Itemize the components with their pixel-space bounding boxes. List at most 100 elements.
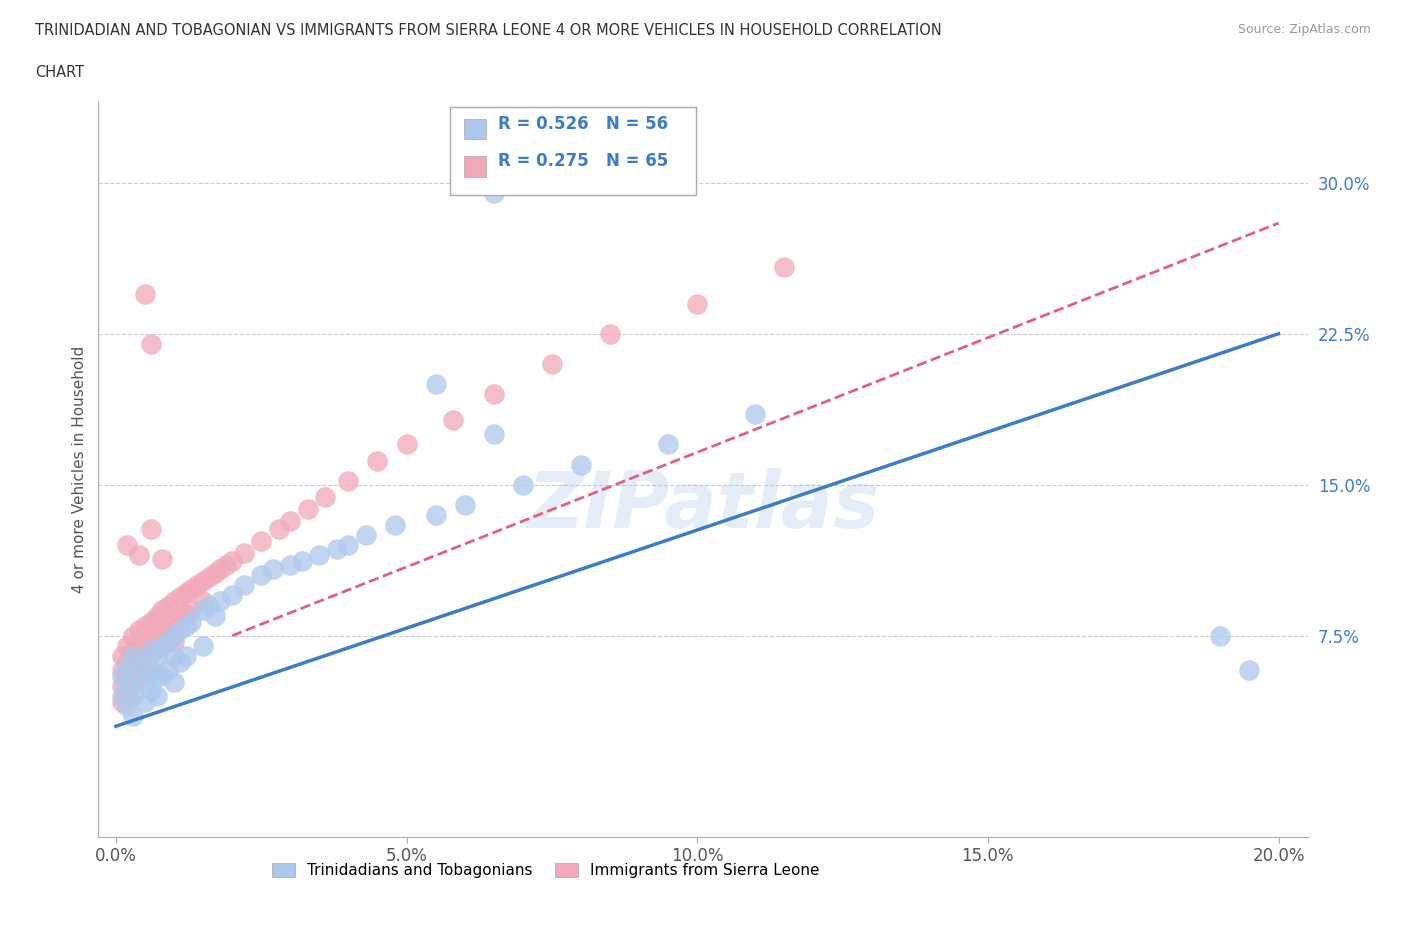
Point — [686, 296, 709, 311]
Point — [250, 534, 273, 549]
Point — [163, 634, 186, 649]
Point — [117, 671, 139, 685]
Point — [150, 638, 173, 653]
Point — [204, 565, 226, 580]
Point — [139, 631, 162, 645]
Point — [139, 683, 162, 698]
Point — [209, 562, 232, 577]
Point — [157, 598, 180, 613]
Point — [163, 629, 186, 644]
Point — [482, 185, 505, 200]
Point — [163, 648, 186, 663]
Text: CHART: CHART — [35, 65, 84, 80]
Point — [191, 602, 214, 617]
Point — [198, 570, 221, 585]
Point — [122, 669, 145, 684]
Point — [150, 669, 173, 684]
Text: TRINIDADIAN AND TOBAGONIAN VS IMMIGRANTS FROM SIERRA LEONE 4 OR MORE VEHICLES IN: TRINIDADIAN AND TOBAGONIAN VS IMMIGRANTS… — [35, 23, 942, 38]
Point — [1239, 662, 1261, 677]
Point — [128, 655, 150, 670]
Point — [314, 489, 336, 504]
Point — [122, 629, 145, 644]
Point — [163, 614, 186, 629]
Point — [145, 624, 167, 639]
Point — [117, 679, 139, 694]
Point — [169, 610, 191, 625]
Point — [744, 406, 766, 421]
Point — [111, 695, 134, 710]
Point — [186, 578, 208, 592]
Point — [221, 553, 243, 568]
Point — [482, 387, 505, 402]
Point — [111, 648, 134, 663]
Point — [297, 501, 319, 516]
Point — [150, 551, 173, 566]
Point — [145, 648, 167, 663]
Point — [180, 602, 202, 617]
Point — [134, 674, 156, 689]
Point — [139, 337, 162, 352]
Point — [191, 594, 214, 609]
Point — [139, 643, 162, 658]
Point — [366, 453, 388, 468]
Point — [139, 646, 162, 661]
Point — [425, 377, 447, 392]
Point — [354, 527, 377, 542]
Point — [191, 638, 214, 653]
Point — [145, 608, 167, 623]
Point — [569, 458, 592, 472]
Point — [204, 608, 226, 623]
Text: Source: ZipAtlas.com: Source: ZipAtlas.com — [1237, 23, 1371, 36]
Point — [250, 568, 273, 583]
Point — [134, 648, 156, 663]
Point — [139, 614, 162, 629]
Point — [134, 286, 156, 301]
Point — [150, 622, 173, 637]
Point — [150, 602, 173, 617]
Point — [174, 606, 197, 621]
Point — [169, 590, 191, 604]
Point — [337, 538, 360, 552]
Point — [117, 658, 139, 673]
Point — [117, 655, 139, 670]
Point — [232, 546, 254, 561]
Point — [278, 558, 301, 573]
Point — [145, 641, 167, 656]
Point — [134, 634, 156, 649]
Point — [174, 618, 197, 633]
Point — [267, 522, 290, 537]
Point — [291, 553, 314, 568]
Point — [180, 614, 202, 629]
Point — [540, 176, 562, 191]
Point — [128, 548, 150, 563]
Point — [122, 709, 145, 724]
Point — [180, 582, 202, 597]
Point — [134, 618, 156, 633]
Point — [157, 618, 180, 633]
Point — [122, 688, 145, 703]
Point — [163, 594, 186, 609]
Point — [198, 598, 221, 613]
Point — [145, 688, 167, 703]
Legend: Trinidadians and Tobagonians, Immigrants from Sierra Leone: Trinidadians and Tobagonians, Immigrants… — [266, 857, 825, 884]
Point — [232, 578, 254, 592]
Point — [425, 508, 447, 523]
Point — [278, 513, 301, 528]
Point — [262, 562, 284, 577]
Point — [326, 541, 349, 556]
Point — [134, 695, 156, 710]
Point — [174, 586, 197, 601]
Point — [599, 326, 621, 341]
Point — [117, 686, 139, 701]
Point — [169, 622, 191, 637]
Point — [453, 498, 475, 512]
Point — [145, 669, 167, 684]
Point — [215, 558, 238, 573]
Point — [139, 522, 162, 537]
Text: R = 0.275   N = 65: R = 0.275 N = 65 — [498, 152, 668, 170]
Point — [122, 677, 145, 692]
Point — [209, 594, 232, 609]
Point — [134, 655, 156, 670]
Point — [122, 648, 145, 663]
Point — [117, 638, 139, 653]
